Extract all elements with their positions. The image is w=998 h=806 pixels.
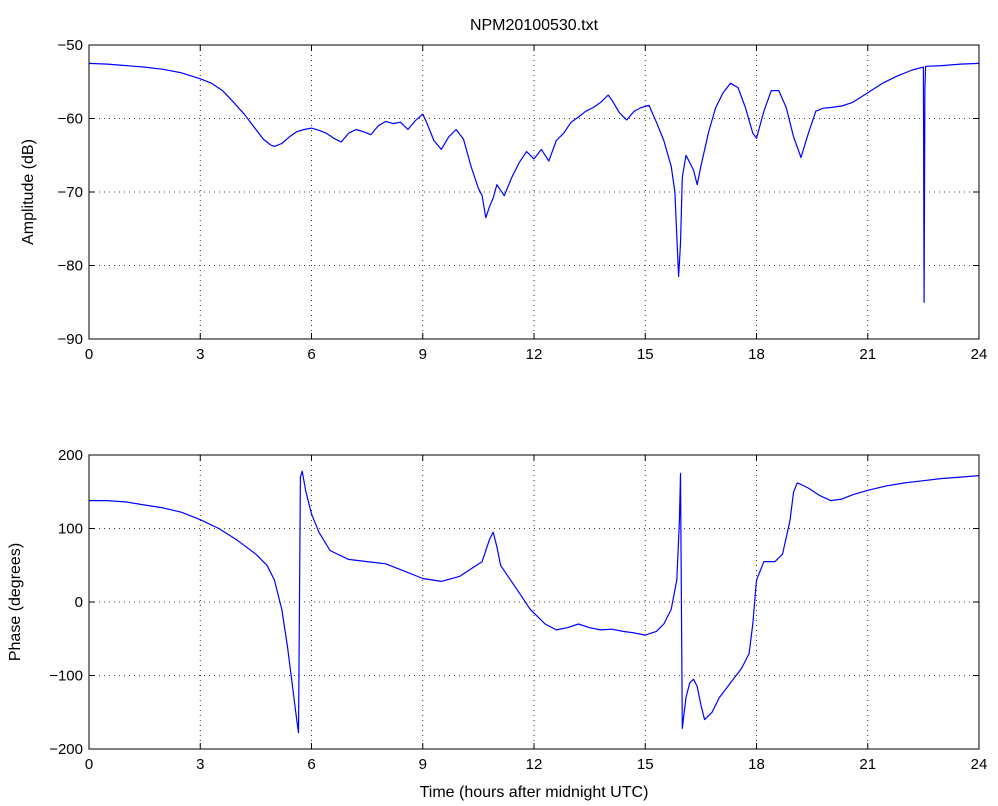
- phase-series-line: [89, 470, 980, 734]
- phase-plot: 0 3 6 9 12 15 18 21 24 −200 −100 0 100 200 Time (hours…: [7, 447, 987, 801]
- y-tick-label: −60: [58, 111, 83, 128]
- y-tick-label: −80: [58, 258, 83, 275]
- y-tick-label: −70: [58, 184, 83, 201]
- x-tick-label: 6: [307, 346, 315, 363]
- x-tick-label: 21: [859, 756, 876, 773]
- x-tick-label: 0: [85, 756, 93, 773]
- x-tick-label: 9: [419, 756, 427, 773]
- x-tick-label: 24: [971, 346, 988, 363]
- chart-title: NPM20100530.txt: [470, 17, 599, 34]
- y-tick-label: −50: [58, 37, 83, 54]
- amplitude-series-line: [88, 62, 980, 303]
- y-tick-label: −200: [49, 741, 83, 758]
- x-axis-label: Time (hours after midnight UTC): [420, 784, 649, 801]
- x-tick-label: 15: [637, 346, 654, 363]
- y-tick-label: −100: [49, 668, 83, 685]
- y-tick-label: 100: [58, 521, 83, 538]
- amplitude-plot: 0 3 6 9 12 15 18 21 24 −90 −80 −70 −60 −50 NPM20100530…: [20, 17, 987, 363]
- x-tick-label: 12: [526, 346, 543, 363]
- x-tick-label: 15: [637, 756, 654, 773]
- x-tick-label: 6: [307, 756, 315, 773]
- x-tick-label: 0: [85, 346, 93, 363]
- y-axis-label: Phase (degrees): [7, 543, 24, 661]
- x-tick-label: 21: [859, 346, 876, 363]
- x-tick-label: 18: [748, 756, 765, 773]
- x-tick-label: 12: [526, 756, 543, 773]
- y-tick-label: 0: [75, 594, 83, 611]
- y-axis-label: Amplitude (dB): [20, 139, 37, 245]
- y-tick-label: −90: [58, 331, 83, 348]
- x-tick-label: 3: [196, 756, 204, 773]
- x-tick-label: 24: [971, 756, 988, 773]
- x-tick-label: 18: [748, 346, 765, 363]
- y-tick-label: 200: [58, 447, 83, 464]
- x-tick-label: 9: [419, 346, 427, 363]
- x-tick-label: 3: [196, 346, 204, 363]
